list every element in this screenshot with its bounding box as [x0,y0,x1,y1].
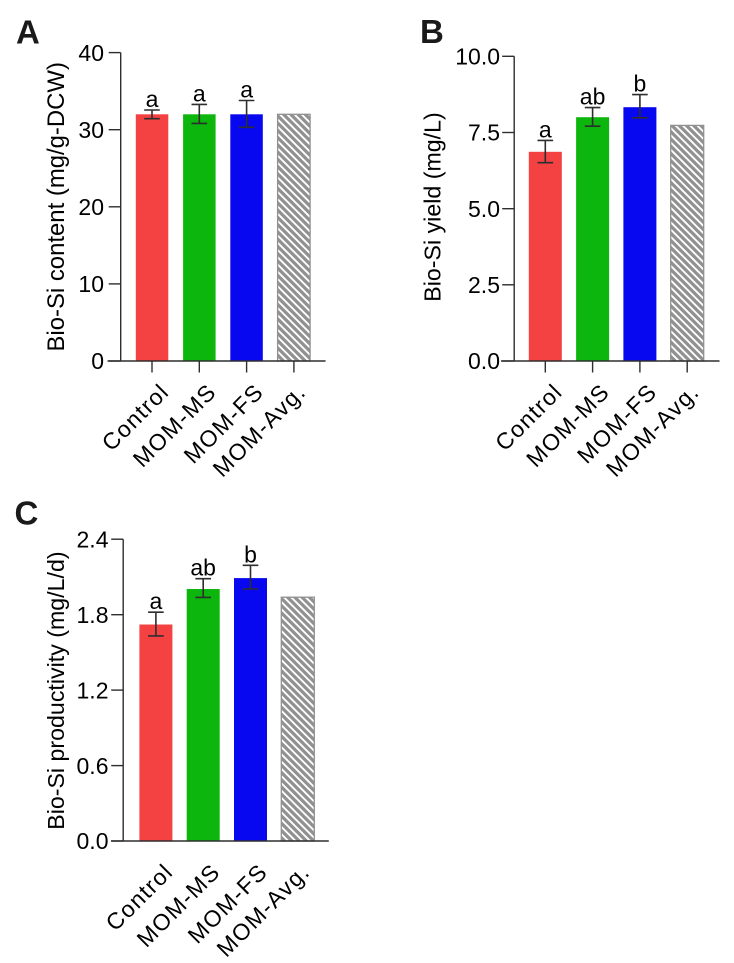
svg-text:1.8: 1.8 [77,602,109,628]
svg-text:2.4: 2.4 [77,526,109,552]
svg-text:Bio-Si yield (mg/L): Bio-Si yield (mg/L) [420,112,446,301]
svg-text:C: C [15,495,39,532]
svg-text:7.5: 7.5 [468,120,500,146]
svg-text:5.0: 5.0 [468,196,500,222]
svg-text:10.0: 10.0 [455,44,500,70]
svg-text:0.0: 0.0 [77,828,109,854]
svg-text:0.6: 0.6 [77,753,109,779]
svg-text:10: 10 [78,271,104,297]
svg-text:a: a [146,86,159,112]
svg-text:0: 0 [91,348,104,374]
svg-text:ab: ab [190,555,216,581]
svg-text:a: a [539,116,552,142]
svg-text:1.2: 1.2 [77,677,109,703]
svg-text:a: a [193,80,206,106]
svg-text:0.0: 0.0 [468,348,500,374]
svg-text:A: A [16,14,40,51]
svg-text:a: a [150,588,163,614]
svg-text:a: a [240,77,253,103]
svg-text:B: B [420,13,444,50]
svg-text:2.5: 2.5 [468,272,500,298]
svg-text:b: b [634,71,647,97]
svg-text:b: b [244,541,257,567]
svg-text:20: 20 [78,194,104,220]
svg-text:Bio-Si content (mg/g-DCW): Bio-Si content (mg/g-DCW) [43,62,70,351]
svg-text:40: 40 [78,40,104,66]
svg-text:Bio-Si productivity (mg/L/d): Bio-Si productivity (mg/L/d) [43,551,69,829]
svg-text:ab: ab [580,84,606,110]
svg-text:30: 30 [78,117,104,143]
